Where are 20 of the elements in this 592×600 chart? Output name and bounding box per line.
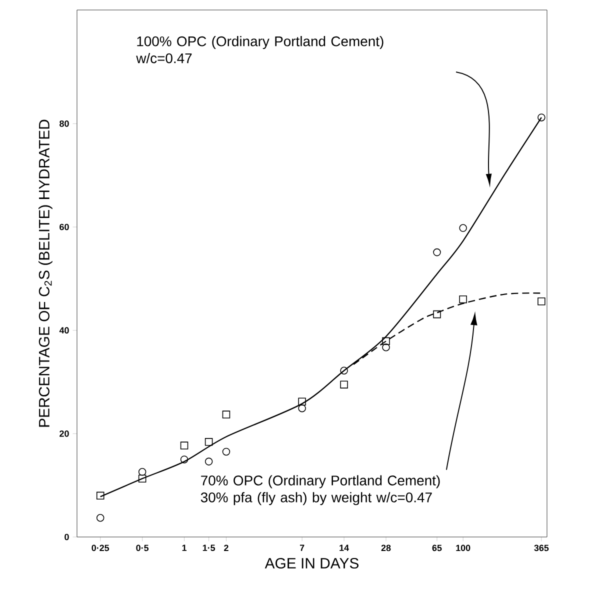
y-axis-title: PERCENTAGE OF C$_{2}$S (BELITE) HYDRATED: [38, 120, 52, 427]
x-tick-label: 1: [182, 544, 187, 551]
x-tick-label: 2: [224, 544, 228, 552]
x-tick-label: 0·5: [136, 544, 149, 552]
x-tick-label: 100: [456, 544, 470, 552]
y-tick-label: 0: [64, 534, 69, 540]
x-tick-label: 65: [432, 544, 442, 552]
x-tick-label: 28: [381, 544, 391, 552]
y-tick-label: 60: [60, 224, 69, 230]
x-tick-label: 14: [340, 544, 349, 551]
y-tick-label: 80: [60, 120, 69, 127]
annotation: 100% OPC (Ordinary Portland Cement) w/c=0.47: [136, 36, 384, 64]
x-tick-label: 0·25: [92, 544, 110, 552]
x-tick-label: 7: [300, 544, 304, 551]
x-tick-label: 365: [534, 544, 549, 552]
y-tick-label: 40: [59, 327, 69, 334]
x-axis-title: AGE IN DAYS: [264, 558, 359, 569]
annotation: 70% OPC (Ordinary Portland Cement) 30% pfa (fly ash) by weight w/c=0.47: [200, 475, 440, 506]
x-tick-label: 1·5: [202, 544, 216, 552]
y-tick-label: 20: [60, 430, 69, 437]
